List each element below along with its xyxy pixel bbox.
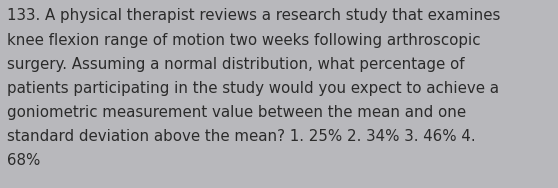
Text: 133. A physical therapist reviews a research study that examines: 133. A physical therapist reviews a rese… xyxy=(7,8,500,24)
Text: 68%: 68% xyxy=(7,153,40,168)
Text: goniometric measurement value between the mean and one: goniometric measurement value between th… xyxy=(7,105,466,120)
Text: standard deviation above the mean? 1. 25% 2. 34% 3. 46% 4.: standard deviation above the mean? 1. 25… xyxy=(7,129,475,144)
Text: patients participating in the study would you expect to achieve a: patients participating in the study woul… xyxy=(7,81,499,96)
Text: surgery. Assuming a normal distribution, what percentage of: surgery. Assuming a normal distribution,… xyxy=(7,57,464,72)
Text: knee flexion range of motion two weeks following arthroscopic: knee flexion range of motion two weeks f… xyxy=(7,33,480,48)
